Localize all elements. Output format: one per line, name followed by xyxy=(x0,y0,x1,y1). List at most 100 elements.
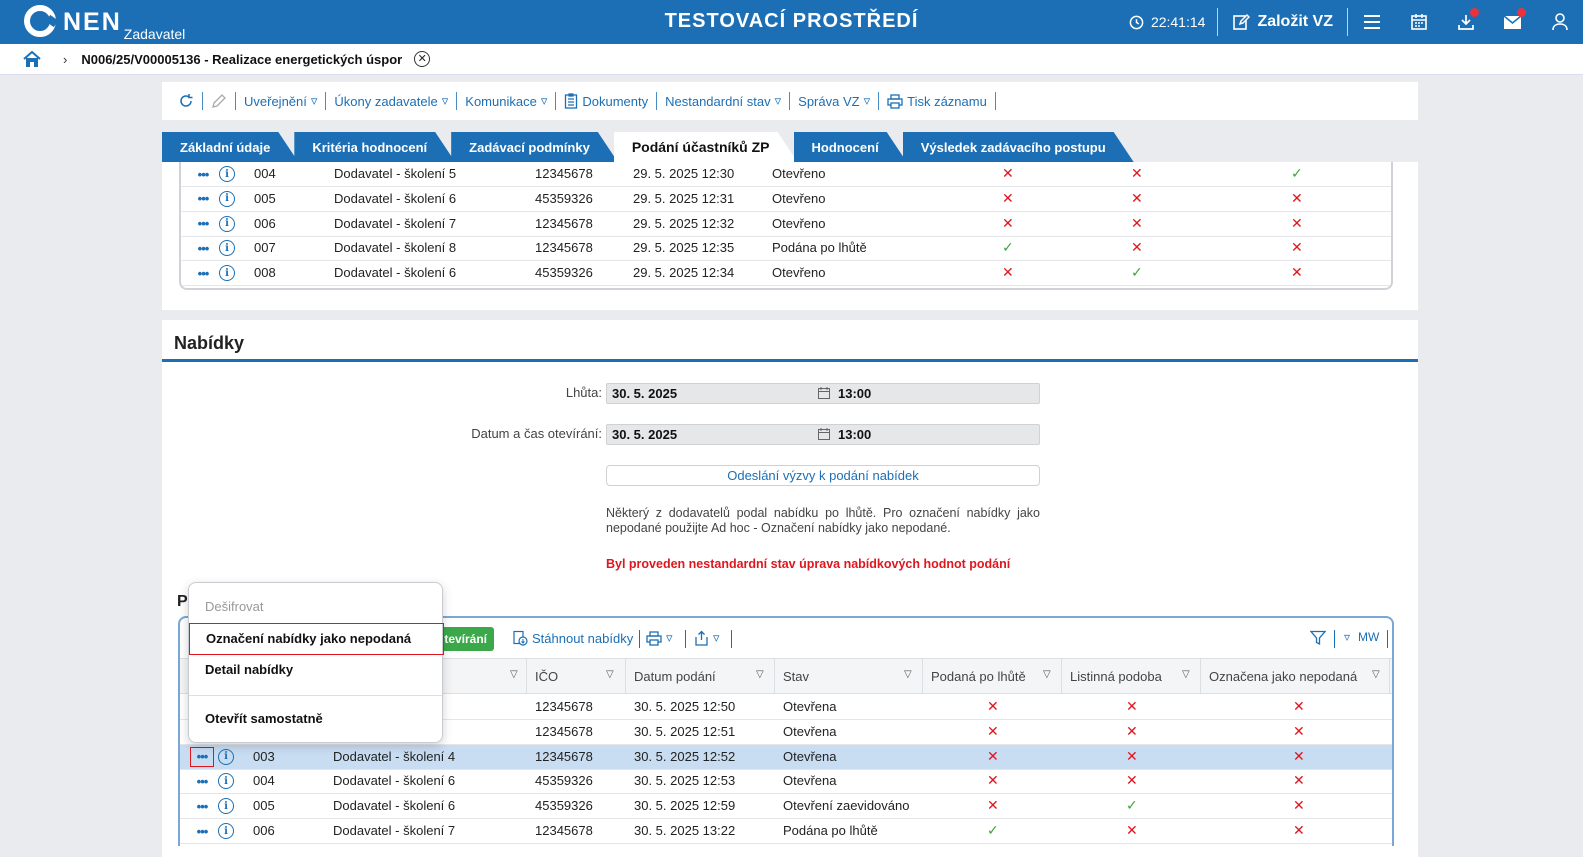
opening-label: Datum a čas otevírání: xyxy=(471,426,602,441)
info-icon[interactable]: i xyxy=(219,265,235,282)
tab-podani-ucastniku[interactable]: Podání účastníků ZP xyxy=(614,132,798,162)
user-button[interactable] xyxy=(1536,0,1583,44)
menu-button[interactable] xyxy=(1348,0,1395,44)
deadline-label: Lhůta: xyxy=(565,385,602,400)
menu-item-detail-nabidky[interactable]: Detail nabídky xyxy=(205,662,294,677)
refresh-button[interactable] xyxy=(170,93,202,109)
table-row[interactable]: ••• i 004 Dodavatel - školení 6 45359326 30. … xyxy=(180,769,1392,795)
menu-item-oznaceni-nepodana[interactable]: Označení nabídky jako nepodaná xyxy=(189,623,444,655)
table-row[interactable]: ••• i 005 Dodavatel - školení 6 45359326 29. … xyxy=(181,187,1391,212)
send-invitation-button[interactable]: Odeslání výzvy k podání nabídek xyxy=(606,465,1040,486)
table-row[interactable]: ••• i 006 Dodavatel - školení 7 12345678 30. … xyxy=(180,819,1392,844)
table-row[interactable]: ••• i 004 Dodavatel - školení 5 12345678 29. … xyxy=(181,162,1391,187)
calendar-icon xyxy=(818,428,830,440)
col-header-po-lhute[interactable]: Podaná po lhůtě xyxy=(931,669,1026,684)
deadline-date: 30. 5. 2025 xyxy=(612,386,678,401)
row-actions-icon[interactable]: ••• xyxy=(190,746,214,767)
check-icon: ✓ xyxy=(1291,165,1303,181)
sort-icon[interactable]: ▽ xyxy=(756,669,764,680)
create-vz-button[interactable]: Založit VZ xyxy=(1218,13,1347,31)
row-actions-icon[interactable]: ••• xyxy=(197,240,210,256)
table-row[interactable]: ••• i 007 Dodavatel - školení 8 12345678 29. … xyxy=(181,236,1391,262)
info-icon[interactable]: i xyxy=(218,748,234,765)
grid-print-button[interactable]: ▿ xyxy=(646,630,673,646)
col-header-stav[interactable]: Stav xyxy=(783,669,810,684)
menu-item-desifrovat[interactable]: Dešifrovat xyxy=(205,599,264,614)
sort-icon[interactable]: ▽ xyxy=(510,669,518,680)
toolbar-sprava-vz[interactable]: Správa VZ ▿ xyxy=(790,93,878,109)
info-icon[interactable]: i xyxy=(219,190,235,207)
info-icon[interactable]: i xyxy=(219,240,235,257)
row-actions-icon[interactable]: ••• xyxy=(197,216,210,232)
breadcrumb: › N006/25/V00005136 - Realizace energeti… xyxy=(0,44,1583,75)
cross-icon: ✕ xyxy=(1293,698,1305,714)
row-state: Otevřeno xyxy=(772,215,826,231)
grid-filter-button[interactable] xyxy=(1310,630,1326,646)
col-header-datum[interactable]: Datum podání xyxy=(634,669,716,684)
cross-icon: ✕ xyxy=(1126,698,1138,714)
row-ico: 12345678 xyxy=(535,215,593,231)
toolbar-tisk-zaznamu[interactable]: Tisk záznamu xyxy=(879,94,995,109)
col-header-listinna[interactable]: Listinná podoba xyxy=(1070,669,1162,684)
row-actions-icon[interactable]: ••• xyxy=(197,166,210,182)
col-header-nepodana[interactable]: Označena jako nepodaná xyxy=(1209,669,1358,684)
table-row[interactable]: ••• i 005 Dodavatel - školení 6 45359326 30. … xyxy=(180,794,1392,820)
info-icon[interactable]: i xyxy=(218,773,234,790)
toolbar-komunikace[interactable]: Komunikace ▿ xyxy=(457,93,555,109)
home-icon[interactable] xyxy=(23,50,41,68)
download-offers-button[interactable]: Stáhnout nabídky xyxy=(512,630,633,646)
info-icon[interactable]: i xyxy=(218,798,234,815)
row-actions-icon[interactable]: ••• xyxy=(196,773,209,789)
row-supplier: Dodavatel - školení 6 xyxy=(334,190,457,206)
sort-icon[interactable]: ▽ xyxy=(1182,669,1190,680)
row-supplier: Dodavatel - školení 7 xyxy=(334,215,457,231)
breadcrumb-title[interactable]: N006/25/V00005136 - Realizace energetick… xyxy=(81,51,403,67)
info-icon[interactable]: i xyxy=(219,166,235,182)
sort-icon[interactable]: ▽ xyxy=(1043,669,1051,680)
cross-icon: ✕ xyxy=(1126,772,1138,789)
close-icon[interactable]: ✕ xyxy=(414,51,431,67)
table-row[interactable]: ••• i 006 Dodavatel - školení 7 12345678 29. … xyxy=(181,212,1391,237)
sort-icon[interactable]: ▽ xyxy=(1372,669,1380,680)
row-supplier: Dodavatel - školení 6 xyxy=(334,265,457,281)
menu-item-otevrit-samostatne[interactable]: Otevřít samostatně xyxy=(205,711,323,726)
row-actions-icon[interactable]: ••• xyxy=(196,798,209,814)
edit-button[interactable] xyxy=(203,93,235,109)
sort-icon[interactable]: ▽ xyxy=(606,669,614,680)
table-row[interactable]: ••• i 008 Dodavatel - školení 6 45359326 29. … xyxy=(181,261,1391,287)
toolbar-ukony-label: Úkony zadavatele xyxy=(334,93,438,109)
row-ico: 12345678 xyxy=(535,240,593,256)
sort-icon[interactable]: ▽ xyxy=(904,669,912,680)
downloads-button[interactable] xyxy=(1442,0,1489,44)
row-supplier: Dodavatel - školení 6 xyxy=(333,773,456,789)
row-actions-icon[interactable]: ••• xyxy=(196,823,209,839)
row-ico: 12345678 xyxy=(535,823,593,838)
row-actions-icon[interactable]: ••• xyxy=(197,191,210,207)
calendar-button[interactable] xyxy=(1395,0,1442,44)
info-icon[interactable]: i xyxy=(218,823,234,839)
tab-zakladni-udaje[interactable]: Základní údaje xyxy=(162,132,298,162)
toolbar-uverejneni[interactable]: Uveřejnění ▿ xyxy=(236,93,325,109)
tab-zadavaci-podminky[interactable]: Zadávací podmínky xyxy=(451,132,618,162)
grid-view-selector[interactable]: ▿ MW xyxy=(1344,630,1379,644)
toolbar-nestandardni-stav[interactable]: Nestandardní stav ▿ xyxy=(657,93,789,109)
table-row[interactable]: ••• i 003 Dodavatel - školení 4 12345678 30. … xyxy=(180,744,1392,770)
tab-vysledek[interactable]: Výsledek zadávacího postupu xyxy=(903,132,1134,162)
row-ico: 45359326 xyxy=(535,773,593,789)
toolbar-dokumenty[interactable]: Dokumenty xyxy=(556,93,656,109)
tab-hodnoceni[interactable]: Hodnocení xyxy=(794,132,907,162)
tab-kriteria-hodnoceni[interactable]: Kritéria hodnocení xyxy=(294,132,455,162)
nen-logo[interactable]: NEN Zadavatel xyxy=(24,5,185,41)
caret-down-icon: ▿ xyxy=(863,93,871,108)
toolbar-ukony[interactable]: Úkony zadavatele ▿ xyxy=(326,93,456,109)
messages-notification-dot xyxy=(1517,8,1526,17)
grid-export-button[interactable]: ▿ xyxy=(694,630,720,646)
table-row[interactable]: •••i31234567830. 5. 2025 12:51Otevřena✕✕… xyxy=(180,720,1392,745)
logo-subtitle: Zadavatel xyxy=(123,26,186,42)
info-icon[interactable]: i xyxy=(219,215,235,232)
check-icon: ✓ xyxy=(1002,239,1014,256)
col-header-ico[interactable]: IČO xyxy=(535,669,559,684)
check-icon: ✓ xyxy=(1126,797,1138,814)
messages-button[interactable] xyxy=(1489,0,1536,44)
row-actions-icon[interactable]: ••• xyxy=(197,265,210,281)
